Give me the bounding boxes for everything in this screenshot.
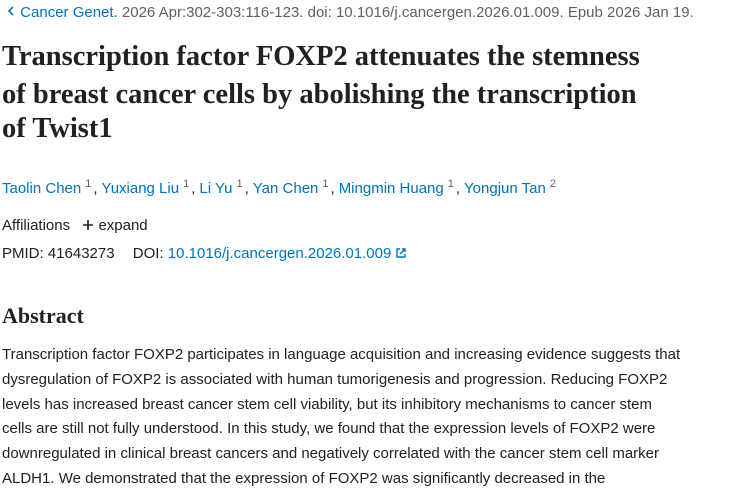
abstract-heading: Abstract bbox=[2, 303, 84, 328]
author-affiliation: 2 bbox=[549, 178, 556, 190]
citation-details: 2026 Apr:302-303:116-123. doi: 10.1016/j… bbox=[121, 4, 694, 21]
author-name[interactable]: Li Yu bbox=[199, 180, 233, 197]
author-list: Taolin Chen 1, Yuxiang Liu 1, Li Yu 1, Yan Che… bbox=[2, 178, 558, 197]
abstract-line: dysregulation of FOXP2 is associated wit… bbox=[2, 370, 668, 388]
abstract-line: Transcription factor FOXP2 participates … bbox=[2, 346, 681, 363]
journal-link[interactable]: Cancer Genet. bbox=[20, 4, 118, 21]
doi-link[interactable]: 10.1016/j.cancergen.2026.01.009 bbox=[167, 245, 392, 262]
author-affiliation: 1 bbox=[236, 178, 243, 190]
abstract-line: cells are still not fully understood. In… bbox=[2, 420, 656, 438]
external-link-icon bbox=[396, 248, 407, 258]
author-affiliation: 1 bbox=[322, 178, 329, 190]
author-separator: , bbox=[93, 180, 98, 197]
abstract-line: ALDH1. We demonstrated that the expressi… bbox=[2, 470, 606, 487]
author-name[interactable]: Yongjun Tan bbox=[464, 180, 546, 197]
expand-toggle[interactable]: expand bbox=[82, 217, 148, 234]
title-line: Transcription factor FOXP2 attenuates th… bbox=[2, 41, 640, 72]
title-line: of Twist1 bbox=[2, 113, 113, 144]
pmid: 41643273 bbox=[47, 245, 115, 262]
author-separator: , bbox=[330, 180, 335, 197]
author-separator: , bbox=[191, 180, 196, 197]
affiliations: Affiliations expand bbox=[2, 217, 148, 234]
author-affiliation: 1 bbox=[183, 178, 190, 190]
author-name[interactable]: Mingmin Huang bbox=[338, 180, 444, 197]
affiliations-label: Affiliations bbox=[2, 217, 71, 234]
author-affiliation: 1 bbox=[85, 178, 92, 190]
title-line: of breast cancer cells by abolishing the… bbox=[2, 79, 637, 110]
pmid-label: PMID: bbox=[2, 245, 44, 262]
author-name[interactable]: Yan Chen bbox=[252, 180, 319, 197]
identifiers: PMID: 41643273 DOI: 10.1016/j.cancergen.… bbox=[2, 245, 407, 262]
author-name[interactable]: Taolin Chen bbox=[2, 180, 82, 197]
abstract-line: levels has increased breast cancer stem … bbox=[2, 395, 652, 413]
expand-label[interactable]: expand bbox=[98, 217, 148, 234]
author-affiliation: 1 bbox=[447, 178, 454, 190]
back-arrow-icon bbox=[7, 6, 14, 16]
author-name[interactable]: Yuxiang Liu bbox=[101, 180, 180, 197]
author-separator: , bbox=[244, 180, 249, 197]
citation: Cancer Genet. 2026 Apr:302-303:116-123. … bbox=[6, 4, 694, 21]
abstract-line: downregulated in clinical breast cancers… bbox=[2, 445, 659, 463]
plus-icon bbox=[83, 220, 94, 230]
author-separator: , bbox=[455, 180, 461, 197]
doi-label: DOI: bbox=[132, 245, 164, 262]
